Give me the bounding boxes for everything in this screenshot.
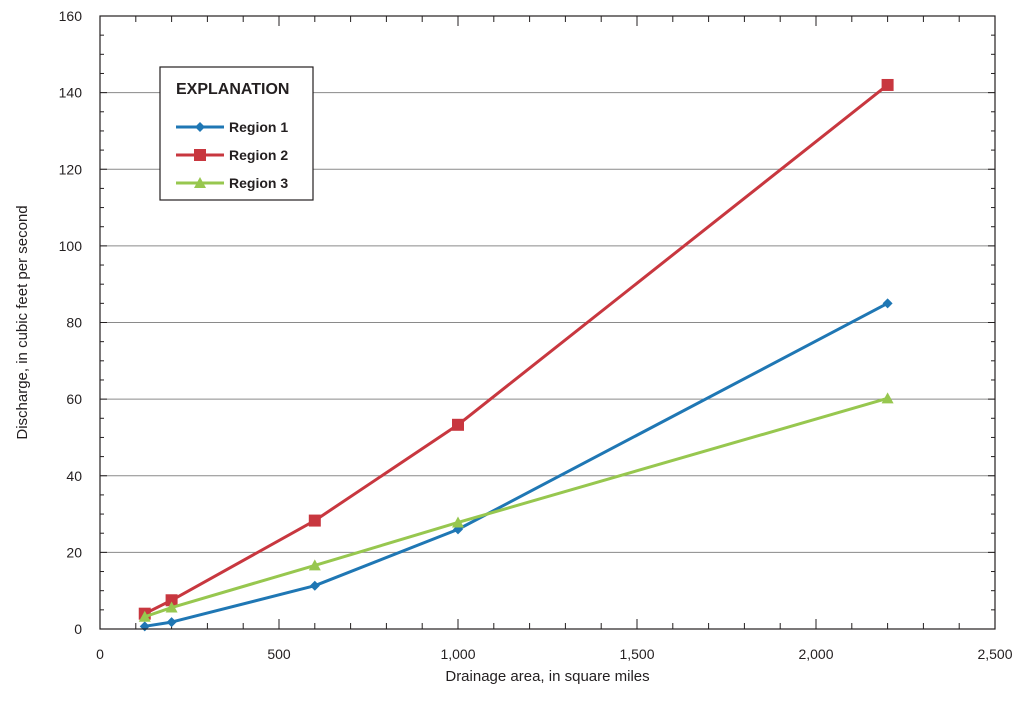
y-tick-label: 80 [66, 315, 82, 331]
x-axis-title: Drainage area, in square miles [445, 668, 649, 685]
x-tick-label: 2,500 [977, 646, 1012, 662]
data-point [165, 601, 178, 613]
y-tick-label: 120 [59, 161, 83, 177]
x-tick-labels: 0 500 1,000 1,500 2,000 2,500 [96, 646, 1013, 662]
legend-label: Region 2 [229, 147, 288, 163]
legend-marker [194, 149, 206, 161]
legend-items: Region 1 Region 2 Region 3 [176, 119, 288, 191]
data-point [308, 559, 321, 571]
series-3 [138, 392, 894, 622]
data-point [452, 516, 464, 528]
y-tick-label: 100 [59, 238, 83, 254]
legend-label: Region 1 [229, 119, 288, 135]
legend-marker [194, 177, 206, 188]
legend-item: Region 1 [176, 119, 288, 135]
data-point [308, 514, 321, 527]
series-line [144, 396, 889, 619]
data-point [309, 580, 320, 591]
series-lines [138, 78, 894, 632]
data-point [165, 594, 178, 607]
legend-label: Region 3 [229, 175, 288, 191]
data-point [882, 298, 893, 309]
y-axis-title: Discharge, in cubic feet per second [14, 205, 31, 439]
legend-box [159, 66, 314, 201]
y-tick-label: 140 [59, 85, 83, 101]
series-1 [139, 298, 893, 632]
legend: EXPLANATION Region 1 Region 2 Region 3 [159, 66, 314, 201]
legend-item: Region 3 [176, 175, 288, 191]
legend-marker [195, 122, 205, 132]
legend-title: EXPLANATION [176, 81, 289, 98]
x-tick-label: 0 [96, 646, 104, 662]
x-tick-label: 500 [267, 646, 291, 662]
data-point [881, 78, 894, 91]
series-2 [138, 78, 894, 620]
x-tick-label: 1,000 [440, 646, 475, 662]
legend-item: Region 2 [176, 147, 288, 163]
plot-frame [99, 15, 996, 630]
data-point [138, 610, 151, 622]
data-point [881, 392, 894, 404]
y-tick-label: 160 [59, 8, 83, 24]
y-tick-labels: 0 20 40 60 80 100 120 140 160 [59, 8, 83, 637]
y-tick-label: 40 [66, 468, 82, 484]
data-point [452, 418, 464, 431]
y-tick-label: 0 [74, 621, 82, 637]
series-line [144, 302, 889, 628]
data-point [166, 617, 177, 628]
x-tick-label: 1,500 [619, 646, 654, 662]
x-tick-label: 2,000 [798, 646, 833, 662]
data-point [139, 621, 150, 632]
y-tick-label: 60 [66, 391, 82, 407]
y-tick-label: 20 [66, 544, 82, 560]
